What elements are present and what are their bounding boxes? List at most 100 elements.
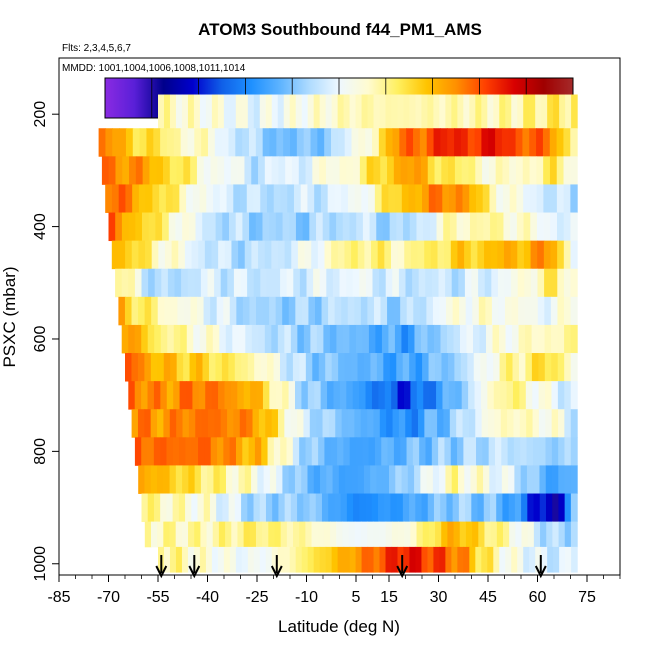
heatmap-cell xyxy=(563,296,572,326)
heatmap-cell xyxy=(445,546,452,573)
heatmap-cell xyxy=(228,493,236,523)
heatmap-cell xyxy=(571,546,578,573)
heatmap-cell xyxy=(422,184,430,213)
heatmap-cell xyxy=(342,212,351,242)
heatmap-cell xyxy=(260,184,268,213)
heatmap-cell xyxy=(540,521,547,548)
heatmap-cell xyxy=(253,546,261,573)
heatmap-cell xyxy=(105,184,113,213)
heatmap-cell xyxy=(213,465,221,494)
heatmap-cell xyxy=(227,268,235,298)
heatmap-cell xyxy=(351,465,359,494)
heatmap-cell xyxy=(421,493,429,523)
heatmap-cell xyxy=(245,324,253,354)
heatmap-cell xyxy=(222,493,230,523)
heatmap-cell xyxy=(499,546,506,573)
heatmap-cell xyxy=(449,212,458,242)
heatmap-cell xyxy=(500,381,508,410)
heatmap-cell xyxy=(523,240,532,270)
heatmap-cell xyxy=(514,465,522,494)
heatmap-cell xyxy=(365,268,374,298)
heatmap-cell xyxy=(519,409,527,438)
heatmap-cell xyxy=(148,268,156,298)
heatmap-cell xyxy=(203,296,211,326)
heatmap-cell xyxy=(373,409,381,438)
heatmap-cell xyxy=(145,184,153,213)
heatmap-cell xyxy=(537,240,545,270)
heatmap-cell xyxy=(523,94,530,129)
heatmap-cell xyxy=(439,94,446,129)
heatmap-cell xyxy=(373,546,381,573)
heatmap-cell xyxy=(121,324,129,354)
heatmap-cell xyxy=(439,546,446,573)
heatmap-cell xyxy=(541,94,548,129)
heatmap-cell xyxy=(301,94,309,129)
heatmap-cell xyxy=(175,465,183,494)
heatmap-cell xyxy=(225,521,232,548)
heatmap-cell xyxy=(496,521,504,548)
heatmap-cell xyxy=(415,184,423,213)
heatmap-cell xyxy=(427,94,435,129)
heatmap-cell xyxy=(446,296,454,326)
x-tick-label: 15 xyxy=(380,589,398,606)
heatmap-cell xyxy=(238,324,246,354)
heatmap-cell xyxy=(420,156,429,185)
heatmap-cell xyxy=(230,156,239,185)
heatmap-cell xyxy=(194,268,202,298)
heatmap-cell xyxy=(153,128,161,157)
heatmap-cell xyxy=(349,546,357,573)
heatmap-cell xyxy=(499,324,507,354)
heatmap-cell xyxy=(192,184,201,213)
heatmap-cell xyxy=(416,521,424,548)
heatmap-cell xyxy=(142,156,151,185)
heatmap-cell xyxy=(379,521,387,548)
heatmap-cell xyxy=(218,381,226,410)
heatmap-cell xyxy=(124,296,133,326)
heatmap-cell xyxy=(473,324,481,354)
heatmap-cell xyxy=(523,184,531,213)
heatmap-cell xyxy=(513,409,521,438)
heatmap-cell xyxy=(463,94,470,129)
heatmap-cell xyxy=(266,268,275,298)
heatmap-cell xyxy=(253,184,261,213)
heatmap-cell xyxy=(173,128,182,157)
heatmap-cell xyxy=(502,493,510,523)
heatmap-cell xyxy=(236,296,244,326)
heatmap-cell xyxy=(354,409,362,438)
heatmap-cell xyxy=(169,94,177,129)
heatmap-cell xyxy=(443,409,451,438)
heatmap-cell xyxy=(458,493,466,523)
heatmap-cell xyxy=(183,296,192,326)
heatmap-cell xyxy=(393,296,401,326)
heatmap-cell xyxy=(292,437,300,466)
heatmap-cell xyxy=(542,128,551,157)
heatmap-cell xyxy=(556,156,565,185)
heatmap-cell xyxy=(430,409,438,438)
heatmap-cell xyxy=(359,493,367,523)
heatmap-cell xyxy=(547,546,554,573)
heatmap-cell xyxy=(150,353,158,382)
axes: -85 -70 -55 -40 -25 -10 5 15 30 45 60 75 200 400 600 80… xyxy=(32,101,621,606)
heatmap-cell xyxy=(470,240,478,270)
heatmap-cell xyxy=(329,324,337,354)
heatmap-cell xyxy=(269,465,277,494)
heatmap-cell xyxy=(362,437,370,466)
heatmap-cell xyxy=(276,465,284,494)
heatmap-cell xyxy=(421,546,429,573)
heatmap-cell xyxy=(284,240,292,270)
heatmap-cell xyxy=(199,546,207,573)
heatmap-cell xyxy=(461,381,469,410)
heatmap-cell xyxy=(207,465,215,494)
heatmap-cell xyxy=(284,493,292,523)
heatmap-cell xyxy=(278,493,286,523)
heatmap-cell xyxy=(242,437,250,466)
heatmap-cell xyxy=(170,296,178,326)
heatmap-cell xyxy=(372,128,380,157)
heatmap-cell xyxy=(206,324,214,354)
heatmap-cell xyxy=(427,546,435,573)
heatmap-cell xyxy=(201,128,209,157)
heatmap-cell xyxy=(180,128,189,157)
heatmap-cell xyxy=(267,437,275,466)
heatmap-cell xyxy=(334,493,342,523)
heatmap-cell xyxy=(181,268,189,298)
